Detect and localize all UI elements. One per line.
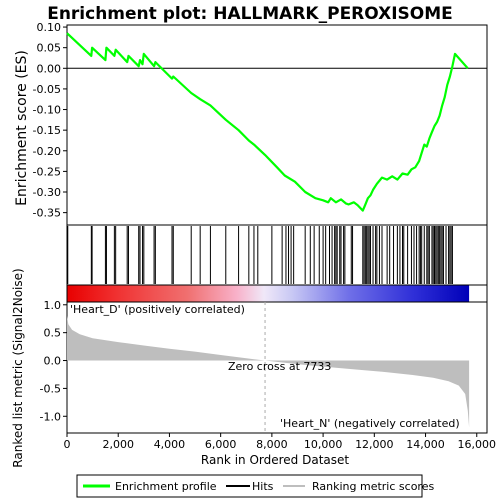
- top-y-tick-label: -0.05: [33, 83, 61, 96]
- bottom-y-tick-label: 1.0: [44, 299, 62, 312]
- ranking-metric-panel: Zero cross at 7733 'Heart_D' (positively…: [11, 268, 496, 467]
- top-y-tick-label: -0.10: [33, 104, 61, 117]
- bottom-y-tick-label: 0.0: [44, 355, 62, 368]
- hit-markers: [67, 226, 453, 284]
- x-tick-label: 10,000: [304, 438, 343, 451]
- x-tick-label: 6,000: [205, 438, 237, 451]
- top-panel-frame: [66, 24, 488, 226]
- bottom-y-axis-title: Ranked list metric (Signal2Noise): [11, 268, 25, 467]
- x-tick-label: 0: [64, 438, 71, 451]
- top-y-tick-label: -0.25: [33, 165, 61, 178]
- enrichment-score-panel: 0.10 0.05 0.00 -0.05 -0.10 -0.15 -0.20 -0.25 -0.…: [14, 21, 488, 226]
- legend-metric-label: Ranking metric scores: [312, 480, 434, 493]
- top-y-tick-label: -0.20: [33, 145, 61, 158]
- x-tick-label: 16,000: [458, 438, 497, 451]
- legend-hits-label: Hits: [252, 480, 274, 493]
- x-tick-label: 8,000: [256, 438, 288, 451]
- top-y-axis-ticks: 0.10 0.05 0.00 -0.05 -0.10 -0.15 -0.20 -0.25 -0.…: [33, 21, 67, 220]
- chart-title: Enrichment plot: HALLMARK_PEROXISOME: [47, 4, 453, 24]
- bottom-y-tick-label: -0.5: [40, 382, 61, 395]
- top-y-tick-label: -0.30: [33, 186, 61, 199]
- bottom-y-tick-label: 0.5: [44, 327, 62, 340]
- rank-color-band: [67, 285, 470, 302]
- negative-correlation-label: 'Heart_N' (negatively correlated): [280, 417, 460, 430]
- ranking-metric-area: [67, 315, 470, 428]
- top-y-tick-label: 0.00: [37, 62, 62, 75]
- top-y-tick-label: 0.05: [37, 42, 62, 55]
- x-axis-title: Rank in Ordered Dataset: [201, 453, 349, 467]
- x-tick-label: 4,000: [154, 438, 186, 451]
- zero-cross-label: Zero cross at 7733: [228, 360, 331, 373]
- top-y-tick-label: 0.10: [37, 21, 62, 34]
- legend-profile-label: Enrichment profile: [115, 480, 217, 493]
- bottom-y-axis-ticks: 1.0 0.5 0.0 -0.5 -1.0: [40, 299, 67, 423]
- x-tick-label: 12,000: [355, 438, 394, 451]
- hits-panel: [66, 224, 488, 286]
- top-y-tick-label: -0.15: [33, 124, 61, 137]
- top-y-tick-label: -0.35: [33, 207, 61, 220]
- positive-correlation-label: 'Heart_D' (positively correlated): [70, 303, 245, 316]
- x-axis-ticks: 0 2,000 4,000 6,000 8,000 10,000 12,000 14,000 1…: [64, 433, 497, 451]
- enrichment-profile-line: [66, 32, 469, 212]
- top-y-axis-title: Enrichment score (ES): [14, 50, 30, 206]
- x-tick-label: 14,000: [406, 438, 445, 451]
- x-tick-label: 2,000: [102, 438, 134, 451]
- legend: Enrichment profile Hits Ranking metric s…: [76, 474, 434, 498]
- bottom-y-tick-label: -1.0: [40, 410, 61, 423]
